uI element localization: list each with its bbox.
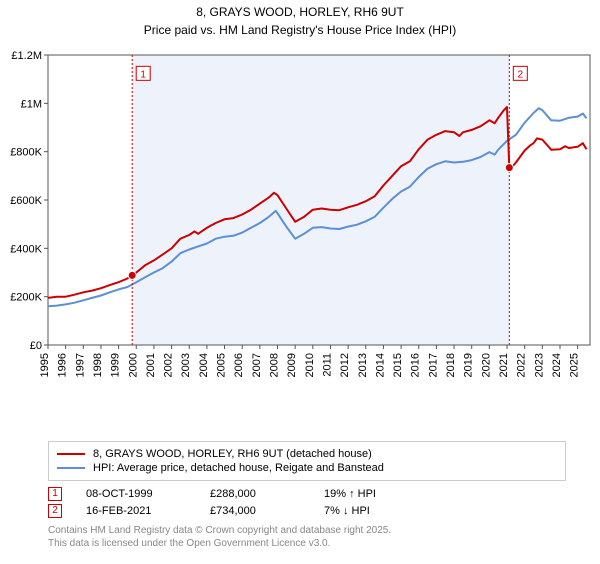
sale-row: 2 16-FEB-2021 £734,000 7% ↓ HPI bbox=[48, 504, 566, 518]
sale-row: 1 08-OCT-1999 £288,000 19% ↑ HPI bbox=[48, 487, 566, 501]
legend-row: 8, GRAYS WOOD, HORLEY, RH6 9UT (detached… bbox=[57, 448, 557, 460]
svg-text:1998: 1998 bbox=[92, 353, 104, 377]
legend-swatch bbox=[57, 453, 85, 455]
svg-text:2013: 2013 bbox=[357, 353, 369, 377]
svg-text:2: 2 bbox=[518, 69, 524, 80]
svg-text:2011: 2011 bbox=[321, 353, 333, 377]
svg-text:1997: 1997 bbox=[74, 353, 86, 377]
svg-text:2012: 2012 bbox=[339, 353, 351, 377]
svg-text:2015: 2015 bbox=[392, 353, 404, 377]
svg-text:2009: 2009 bbox=[286, 353, 298, 377]
attribution-line2: This data is licensed under the Open Gov… bbox=[48, 537, 566, 550]
sale-date: 16-FEB-2021 bbox=[86, 505, 186, 517]
sale-date: 08-OCT-1999 bbox=[86, 488, 186, 500]
svg-text:2007: 2007 bbox=[251, 353, 263, 377]
sale-marker-box: 2 bbox=[48, 504, 62, 518]
svg-text:2020: 2020 bbox=[480, 353, 492, 377]
svg-text:£1M: £1M bbox=[21, 98, 42, 110]
svg-text:2000: 2000 bbox=[127, 353, 139, 377]
sale-diff: 7% ↓ HPI bbox=[324, 505, 370, 517]
attribution-line1: Contains HM Land Registry data © Crown c… bbox=[48, 524, 566, 537]
svg-text:2018: 2018 bbox=[445, 353, 457, 377]
chart-area: £0 £200K £400K £600K £800K £1M £1.2M 1995 1996 19… bbox=[0, 45, 600, 433]
svg-text:2006: 2006 bbox=[233, 353, 245, 377]
svg-text:2016: 2016 bbox=[410, 353, 422, 377]
sale-diff: 19% ↑ HPI bbox=[324, 488, 376, 500]
sale-marker-box: 1 bbox=[48, 487, 62, 501]
svg-text:1999: 1999 bbox=[110, 353, 122, 377]
svg-text:2003: 2003 bbox=[180, 353, 192, 377]
svg-text:£1.2M: £1.2M bbox=[11, 50, 42, 62]
svg-text:2025: 2025 bbox=[569, 353, 581, 377]
svg-text:1995: 1995 bbox=[39, 353, 51, 377]
chart-title-line2: Price paid vs. HM Land Registry's House … bbox=[0, 23, 600, 37]
svg-text:2019: 2019 bbox=[463, 353, 475, 377]
sales-table: 1 08-OCT-1999 £288,000 19% ↑ HPI 2 16-FEB-202… bbox=[48, 487, 566, 518]
svg-text:1: 1 bbox=[140, 69, 146, 80]
svg-text:2021: 2021 bbox=[498, 353, 510, 377]
chart-title-line1: 8, GRAYS WOOD, HORLEY, RH6 9UT bbox=[0, 4, 600, 21]
svg-text:2010: 2010 bbox=[304, 353, 316, 377]
sale-price: £734,000 bbox=[210, 505, 300, 517]
svg-text:2024: 2024 bbox=[551, 353, 563, 377]
attribution-text: Contains HM Land Registry data © Crown c… bbox=[48, 524, 566, 550]
sale-price: £288,000 bbox=[210, 488, 300, 500]
svg-text:2005: 2005 bbox=[216, 353, 228, 377]
svg-text:2002: 2002 bbox=[163, 353, 175, 377]
svg-text:2022: 2022 bbox=[516, 353, 528, 377]
legend-row: HPI: Average price, detached house, Reig… bbox=[57, 462, 557, 474]
svg-text:£600K: £600K bbox=[10, 195, 42, 207]
chart-legend: 8, GRAYS WOOD, HORLEY, RH6 9UT (detached… bbox=[48, 441, 566, 481]
svg-text:£0: £0 bbox=[30, 340, 42, 352]
svg-text:2008: 2008 bbox=[269, 353, 281, 377]
svg-text:£200K: £200K bbox=[10, 291, 42, 303]
svg-text:£400K: £400K bbox=[10, 243, 42, 255]
legend-label: 8, GRAYS WOOD, HORLEY, RH6 9UT (detached… bbox=[93, 448, 372, 460]
svg-text:1996: 1996 bbox=[57, 353, 69, 377]
svg-text:2023: 2023 bbox=[533, 353, 545, 377]
svg-text:2014: 2014 bbox=[374, 353, 386, 377]
svg-text:2017: 2017 bbox=[427, 353, 439, 377]
svg-text:£800K: £800K bbox=[10, 146, 42, 158]
legend-label: HPI: Average price, detached house, Reig… bbox=[93, 462, 384, 474]
svg-text:2004: 2004 bbox=[198, 353, 210, 377]
svg-text:2001: 2001 bbox=[145, 353, 157, 377]
legend-swatch bbox=[57, 467, 85, 469]
line-chart-svg: £0 £200K £400K £600K £800K £1M £1.2M 1995 1996 19… bbox=[0, 45, 600, 433]
